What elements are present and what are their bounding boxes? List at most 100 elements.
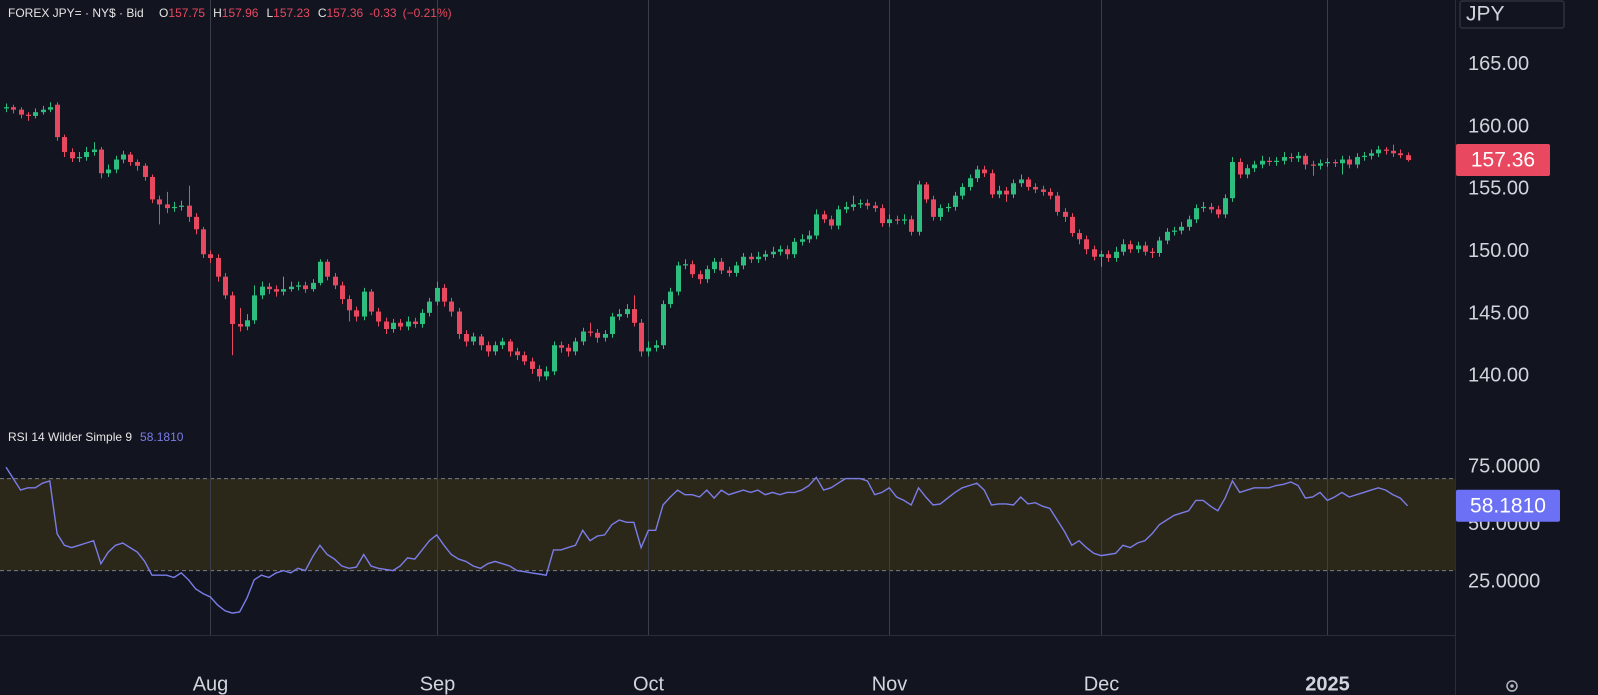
currency-box[interactable]	[1459, 0, 1565, 29]
candle-body	[187, 205, 192, 217]
candle-body	[150, 176, 155, 200]
candle-body	[449, 301, 454, 312]
candle-body	[143, 165, 148, 177]
candle-body	[333, 276, 338, 286]
ohlc-value: 157.96	[221, 6, 259, 20]
candle-body	[566, 347, 571, 352]
candle-body	[895, 219, 900, 221]
ohlc-value: 157.23	[273, 6, 310, 20]
candle-body	[1216, 209, 1221, 215]
candle-body	[814, 214, 819, 236]
candle-body	[1252, 164, 1257, 169]
symbol: FOREX JPY= · NY$ · Bid	[8, 6, 144, 20]
candle-body	[668, 291, 673, 305]
candle-body	[595, 332, 600, 338]
candle-body	[135, 162, 140, 166]
candle-body	[1376, 149, 1381, 154]
candle-body	[1114, 251, 1119, 258]
x-tick-label: Dec	[1084, 673, 1120, 695]
candle-body	[1092, 249, 1097, 257]
candle-body	[1150, 251, 1155, 253]
candle-body	[844, 206, 849, 210]
candle-body	[712, 261, 717, 270]
candle-body	[530, 361, 535, 369]
candle-body	[1384, 149, 1389, 151]
legend: FOREX JPY= · NY$ · Bid O157.75 H157.96 L15…	[8, 6, 458, 20]
candle-body	[617, 314, 622, 317]
candle-body	[55, 104, 60, 138]
candle-body	[1296, 155, 1301, 159]
candle-body	[1187, 219, 1192, 227]
candle-body	[479, 336, 484, 346]
candle-body	[865, 203, 870, 206]
candle-body	[1340, 159, 1345, 164]
x-tick-label: Oct	[633, 673, 665, 695]
rsi-legend: RSI 14 Wilder Simple 9 58.1810	[8, 430, 183, 444]
candle-body	[157, 199, 162, 205]
candle-body	[4, 107, 9, 109]
candle-body	[544, 371, 549, 377]
candle-body	[11, 107, 16, 110]
candle-body	[822, 214, 827, 220]
candle-body	[727, 270, 732, 273]
candle-body	[771, 251, 776, 255]
candle-body	[522, 355, 527, 362]
candle-body	[698, 274, 703, 280]
candle-body	[997, 190, 1002, 195]
candle-body	[610, 316, 615, 335]
candle-body	[749, 256, 754, 260]
settings-icon[interactable]	[1506, 680, 1518, 692]
rsi-value: 58.1810	[140, 430, 184, 444]
candle-body	[785, 249, 790, 255]
y-tick-label: 140.00	[1468, 365, 1529, 387]
candle-body	[1011, 183, 1016, 195]
candle-body	[573, 341, 578, 352]
candle-body	[340, 285, 345, 300]
candle-body	[552, 345, 557, 372]
candle-body	[384, 321, 389, 330]
y-tick-label: 155.00	[1468, 178, 1529, 200]
candle-body	[990, 173, 995, 195]
candle-body	[639, 322, 644, 352]
candle-body	[19, 109, 24, 115]
candle-body	[1099, 254, 1104, 257]
candle-body	[311, 282, 316, 290]
candle-body	[1230, 162, 1235, 199]
candle-body	[92, 149, 97, 153]
candle-body	[208, 254, 213, 258]
candle-body	[719, 261, 724, 271]
candle-body	[289, 286, 294, 290]
candle-body	[1128, 244, 1133, 250]
ohlc-letter: C	[317, 6, 327, 20]
change-pct: (−0.21%)	[402, 6, 452, 20]
candle-body	[369, 291, 374, 312]
candle-body	[41, 109, 46, 113]
candle-body	[442, 287, 447, 302]
candle-body	[238, 324, 243, 327]
last-price-label: 157.36	[1471, 149, 1535, 172]
rsi-value-tag	[1456, 489, 1560, 522]
candle-body	[756, 256, 761, 260]
candle-body	[1318, 163, 1323, 166]
candle-body	[1347, 159, 1352, 165]
candle-body	[1282, 157, 1287, 161]
candle-body	[953, 195, 958, 207]
settings-ring	[1506, 680, 1518, 692]
candle-body	[274, 289, 279, 292]
candle-body	[1106, 254, 1111, 258]
candle-body	[260, 286, 265, 296]
candle-body	[223, 276, 228, 296]
candle-body	[1267, 160, 1272, 163]
rsi-band	[0, 478, 1455, 571]
candle-body	[500, 341, 505, 346]
candle-body	[880, 208, 885, 224]
ohlc-letter: O	[159, 6, 169, 20]
candle-body	[741, 256, 746, 266]
candle-body	[873, 205, 878, 209]
candle-body	[1063, 211, 1068, 217]
candle-body	[836, 209, 841, 226]
rsi-title: RSI 14 Wilder Simple 9	[8, 430, 133, 444]
candle-body	[1201, 206, 1206, 209]
candle-body	[1165, 231, 1170, 241]
